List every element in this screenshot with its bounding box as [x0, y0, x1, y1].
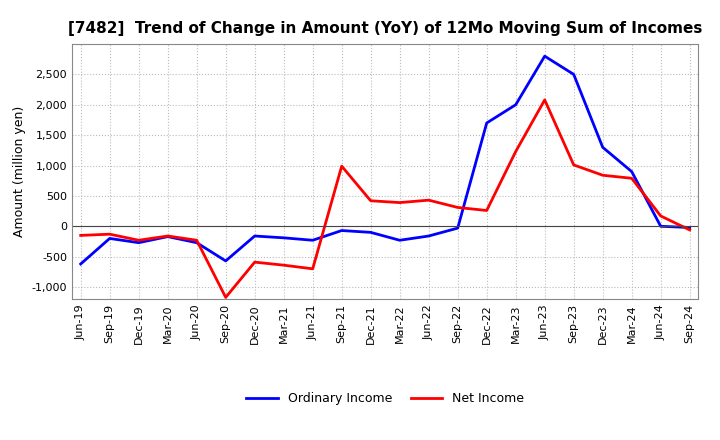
Ordinary Income	[454, 225, 462, 231]
Net Income	[251, 260, 259, 265]
Ordinary Income	[482, 121, 491, 126]
Ordinary Income	[511, 102, 520, 107]
Net Income	[105, 231, 114, 237]
Ordinary Income	[627, 169, 636, 174]
Net Income	[511, 149, 520, 154]
Net Income	[338, 164, 346, 169]
Net Income	[627, 176, 636, 181]
Line: Ordinary Income: Ordinary Income	[81, 56, 690, 264]
Ordinary Income	[541, 54, 549, 59]
Line: Net Income: Net Income	[81, 100, 690, 297]
Net Income	[163, 233, 172, 238]
Ordinary Income	[105, 236, 114, 241]
Net Income	[366, 198, 375, 203]
Ordinary Income	[251, 233, 259, 238]
Net Income	[279, 263, 288, 268]
Ordinary Income	[135, 240, 143, 246]
Title: [7482]  Trend of Change in Amount (YoY) of 12Mo Moving Sum of Incomes: [7482] Trend of Change in Amount (YoY) o…	[68, 21, 703, 36]
Net Income	[221, 295, 230, 300]
Ordinary Income	[192, 240, 201, 246]
Ordinary Income	[570, 72, 578, 77]
Net Income	[570, 162, 578, 168]
Net Income	[541, 97, 549, 103]
Net Income	[424, 198, 433, 203]
Net Income	[482, 208, 491, 213]
Net Income	[76, 233, 85, 238]
Ordinary Income	[366, 230, 375, 235]
Net Income	[685, 227, 694, 233]
Net Income	[135, 238, 143, 243]
Net Income	[192, 238, 201, 243]
Ordinary Income	[163, 234, 172, 239]
Ordinary Income	[424, 233, 433, 238]
Ordinary Income	[76, 261, 85, 267]
Y-axis label: Amount (million yen): Amount (million yen)	[13, 106, 26, 237]
Legend: Ordinary Income, Net Income: Ordinary Income, Net Income	[241, 387, 529, 410]
Net Income	[598, 172, 607, 178]
Net Income	[454, 205, 462, 210]
Ordinary Income	[657, 224, 665, 229]
Ordinary Income	[221, 258, 230, 264]
Ordinary Income	[598, 145, 607, 150]
Ordinary Income	[685, 225, 694, 230]
Net Income	[395, 200, 404, 205]
Net Income	[308, 266, 317, 271]
Net Income	[657, 213, 665, 219]
Ordinary Income	[308, 238, 317, 243]
Ordinary Income	[279, 235, 288, 241]
Ordinary Income	[395, 238, 404, 243]
Ordinary Income	[338, 228, 346, 233]
